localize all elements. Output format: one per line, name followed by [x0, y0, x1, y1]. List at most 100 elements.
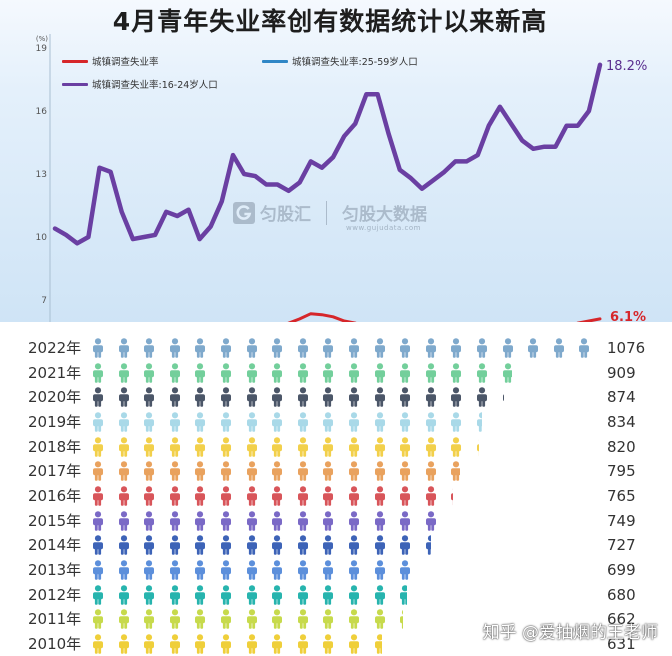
value-label: 834: [607, 413, 636, 431]
person-icon: [246, 338, 258, 358]
person-icon: [169, 362, 181, 383]
pictogram-row: 2016年 765: [0, 484, 672, 508]
person-icon: [450, 486, 453, 506]
person-icon: [425, 362, 437, 383]
person-icon: [220, 584, 232, 605]
person-icon: [92, 338, 104, 358]
person-icon: [220, 486, 232, 506]
person-icon: [399, 362, 411, 383]
line-chart-panel: 4月青年失业率创有数据统计以来新高 匀股汇 匀股大数据 www.gujudata…: [0, 0, 672, 322]
person-icon: [92, 535, 104, 556]
legend-label: 城镇调查失业率: [92, 57, 159, 68]
person-icon: [194, 535, 206, 556]
person-icon: [169, 486, 181, 506]
person-icon: [220, 560, 232, 580]
person-icon: [92, 584, 104, 605]
value-label: 699: [607, 561, 636, 580]
person-icon: [450, 412, 462, 432]
person-icon: [271, 634, 283, 654]
legend-label: 城镇调查失业率:25-59岁人口: [292, 57, 418, 68]
person-icon: [194, 584, 206, 605]
person-icon: [220, 461, 232, 482]
person-icon: [143, 412, 155, 432]
person-icon: [246, 560, 258, 580]
person-icon: [297, 486, 309, 506]
person-icon: [246, 486, 258, 506]
person-icon: [143, 338, 155, 358]
line-chart: (%)19 16 13 10 7 18.2% 6.1%: [36, 34, 647, 322]
person-icon: [297, 609, 309, 630]
person-icon: [578, 338, 590, 358]
person-icon: [118, 560, 130, 580]
person-icon: [169, 584, 181, 605]
person-icon: [374, 560, 386, 580]
person-icon: [143, 535, 155, 556]
person-icon: [348, 387, 360, 408]
person-icon: [271, 412, 283, 432]
person-icon: [425, 338, 437, 358]
person-icon: [194, 634, 206, 654]
year-label: 2015年: [28, 511, 82, 530]
person-icon: [322, 584, 334, 605]
year-label: 2012年: [28, 585, 82, 604]
value-label: 680: [607, 585, 636, 604]
watermark: 匀股汇 匀股大数据: [233, 200, 427, 225]
pictogram-row: 2018年 820: [0, 435, 672, 459]
person-icon: [143, 584, 155, 605]
pictogram-row: 2017年 795: [0, 459, 672, 483]
person-icon: [92, 560, 104, 580]
person-icon: [118, 387, 130, 408]
person-icon: [399, 560, 411, 580]
person-icon: [425, 535, 431, 556]
person-icon: [450, 461, 460, 482]
watermark-brand: 匀股汇: [260, 205, 311, 225]
person-icon: [399, 609, 403, 630]
person-icon: [476, 437, 479, 457]
year-label: 2013年: [28, 561, 82, 580]
person-icon: [450, 362, 462, 383]
person-icon: [194, 560, 206, 580]
person-icon: [143, 510, 155, 531]
person-icon: [297, 412, 309, 432]
person-icon: [143, 560, 155, 580]
person-icon: [322, 362, 334, 383]
person-icon: [118, 461, 130, 482]
pictogram-row: 2022年 1076: [0, 336, 672, 360]
person-icon: [271, 436, 283, 457]
person-icon: [271, 362, 283, 383]
person-icon: [502, 387, 505, 407]
person-icon: [92, 609, 104, 630]
y-axis-unit: (%): [36, 35, 48, 43]
person-icon: [322, 338, 334, 358]
person-icon: [553, 338, 565, 358]
y-tick-label: 10: [36, 233, 48, 243]
person-icon: [220, 609, 232, 630]
person-icon: [374, 436, 386, 457]
person-icon: [271, 560, 283, 580]
person-icon: [220, 412, 232, 432]
person-icon: [399, 510, 411, 531]
person-icon: [374, 412, 386, 432]
person-icon: [297, 387, 309, 408]
person-icon: [297, 362, 309, 383]
value-label: 662: [607, 610, 636, 629]
person-icon: [271, 609, 283, 630]
person-icon: [92, 510, 104, 531]
person-icon: [348, 461, 360, 482]
person-icon: [92, 461, 104, 482]
y-tick-label: 16: [36, 107, 48, 117]
person-icon: [297, 338, 309, 358]
pictogram-row: 2014年 727: [0, 533, 672, 557]
series-line: [576, 317, 602, 322]
person-icon: [348, 338, 360, 358]
legend-label: 城镇调查失业率:16-24岁人口: [92, 80, 218, 91]
person-icon: [322, 535, 334, 556]
person-icon: [348, 412, 360, 432]
person-icon: [450, 338, 462, 358]
person-icon: [425, 510, 436, 531]
person-icon: [322, 634, 334, 654]
person-icon: [92, 387, 104, 408]
person-icon: [220, 387, 232, 408]
person-icon: [246, 362, 258, 383]
person-icon: [246, 461, 258, 482]
